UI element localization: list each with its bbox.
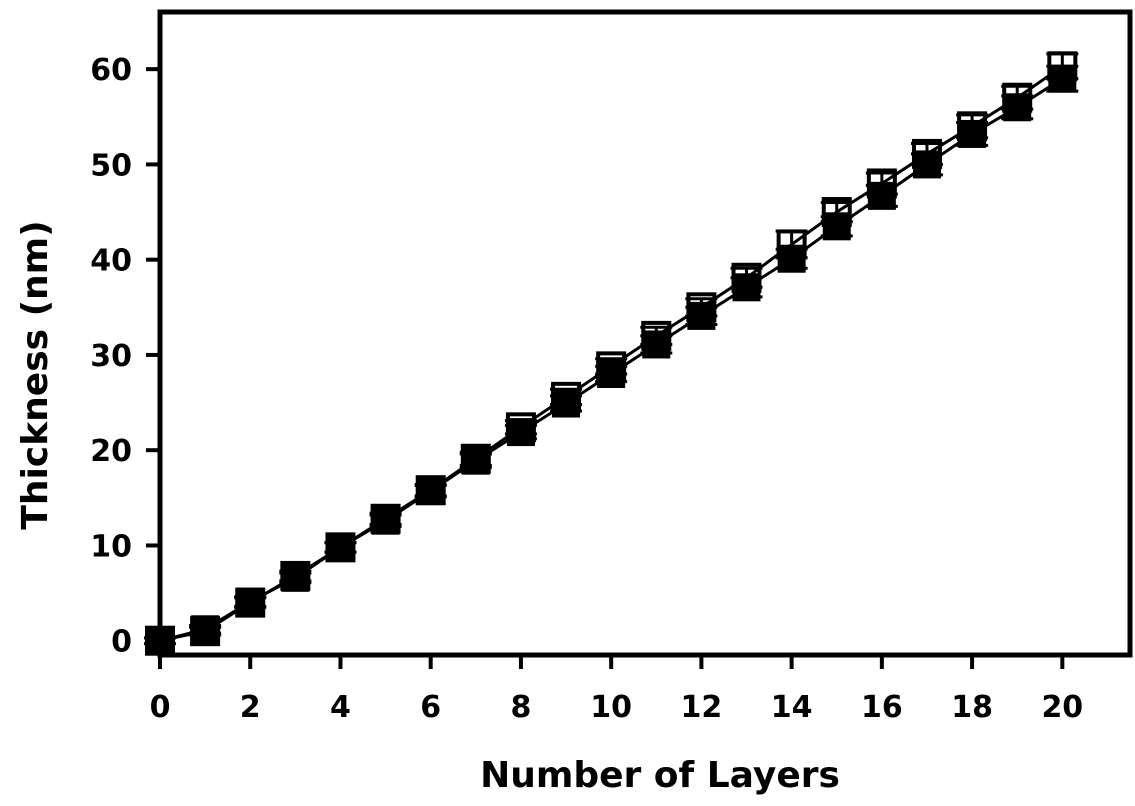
data-point <box>1002 82 1033 113</box>
data-point <box>505 412 536 443</box>
data-point <box>957 111 988 142</box>
x-tick-label: 4 <box>330 690 351 725</box>
x-tick-label: 12 <box>681 690 723 725</box>
series-2 <box>144 51 1079 656</box>
data-point <box>460 443 491 474</box>
plot-frame <box>157 9 1133 658</box>
x-tick-label: 8 <box>510 690 531 725</box>
data-point <box>686 292 717 323</box>
y-tick-label: 60 <box>90 53 132 88</box>
data-point <box>821 197 852 228</box>
y-axis-ticks: 0 10 20 30 40 50 60 <box>90 53 160 660</box>
x-tick-label: 14 <box>771 690 813 725</box>
data-point <box>731 262 762 293</box>
data-point <box>325 532 356 563</box>
data-point <box>370 503 401 534</box>
data-point <box>641 320 672 351</box>
x-tick-label: 16 <box>861 690 903 725</box>
data-point <box>415 475 446 506</box>
x-tick-label: 18 <box>951 690 993 725</box>
data-point <box>866 168 897 199</box>
data-point <box>596 351 627 382</box>
y-tick-label: 40 <box>90 244 132 279</box>
y-tick-label: 30 <box>90 339 132 374</box>
data-point <box>190 616 221 647</box>
data-point <box>776 229 807 260</box>
series-layer <box>144 51 1079 656</box>
data-point <box>235 587 266 618</box>
data-point <box>911 138 942 169</box>
y-tick-label: 10 <box>90 529 132 564</box>
x-axis-title: Number of Layers <box>480 755 840 796</box>
data-point <box>280 560 311 591</box>
x-tick-label: 2 <box>240 690 261 725</box>
data-point <box>1047 51 1078 82</box>
data-point <box>551 381 582 412</box>
y-axis-title: Thickness (nm) <box>15 220 56 529</box>
y-tick-label: 0 <box>111 625 132 660</box>
y-tick-label: 20 <box>90 434 132 469</box>
data-point <box>145 625 175 656</box>
x-tick-label: 6 <box>420 690 441 725</box>
x-tick-label: 0 <box>150 690 171 725</box>
y-tick-label: 50 <box>90 148 132 183</box>
x-tick-label: 20 <box>1041 690 1083 725</box>
x-tick-label: 10 <box>590 690 632 725</box>
x-axis-ticks: 0 2 4 6 8 10 12 14 16 18 20 <box>150 655 1083 725</box>
